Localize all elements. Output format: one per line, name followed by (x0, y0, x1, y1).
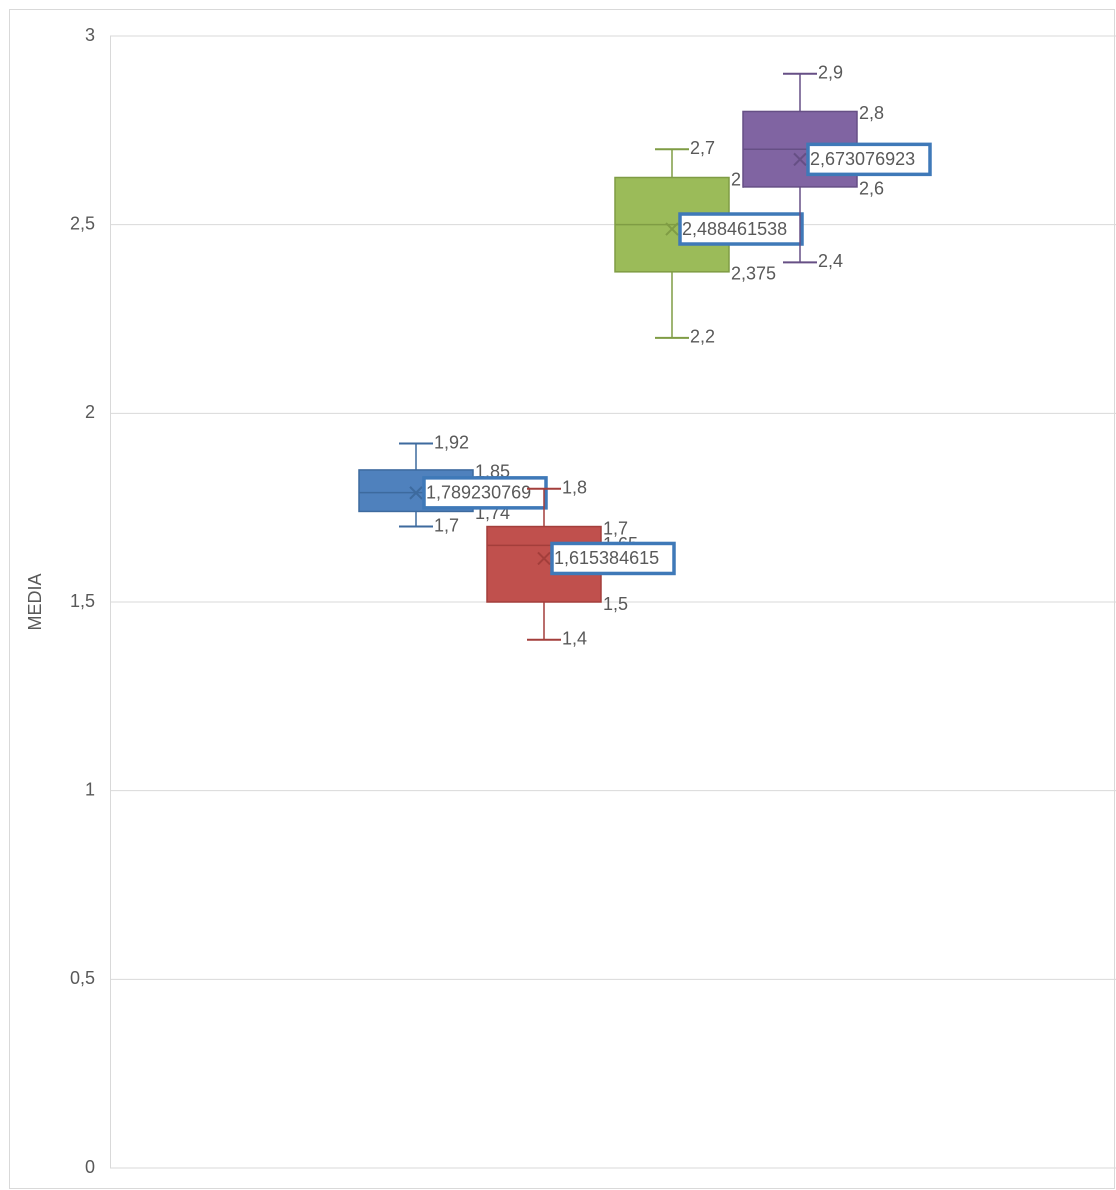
mean-label-box (678, 212, 804, 246)
mean-label-box (806, 142, 932, 177)
y-tick-label: 0 (85, 1157, 95, 1177)
mean-label-box (422, 476, 548, 510)
y-axis-label: MEDIA (25, 573, 45, 630)
y-tick-label: 1 (85, 779, 95, 799)
data-label: 1,5 (603, 594, 628, 614)
data-label: 1,615384615 (554, 548, 659, 568)
data-label: 1,789230769 (426, 483, 531, 503)
chart-frame (9, 9, 1115, 1189)
data-label: 1,92 (434, 432, 469, 452)
data-label: 2,6 (859, 179, 884, 199)
data-label: 2,8 (859, 103, 884, 123)
data-label: 2,375 (731, 264, 776, 284)
data-label: 1,7 (434, 515, 459, 535)
y-tick-label: 2 (85, 402, 95, 422)
y-tick-label: 2,5 (70, 213, 95, 233)
mean-marker (409, 486, 423, 500)
data-label: 2,2 (690, 327, 715, 347)
data-label: 1,4 (562, 628, 587, 648)
mean-marker (537, 551, 551, 566)
data-label: 1,8 (562, 478, 587, 498)
y-tick-label: 0,5 (70, 968, 95, 988)
mean-label-box (550, 541, 676, 576)
y-tick-label: 3 (85, 25, 95, 45)
data-label: 2,4 (818, 251, 843, 271)
mean-marker (665, 222, 679, 236)
data-label: 2,488461538 (682, 219, 787, 239)
data-label: 2,7 (690, 138, 715, 158)
data-label: 1,7 (603, 518, 628, 538)
mean-marker (793, 152, 807, 167)
data-label: 2,9 (818, 62, 843, 82)
y-tick-label: 1,5 (70, 591, 95, 611)
data-label: 2,673076923 (810, 149, 915, 169)
